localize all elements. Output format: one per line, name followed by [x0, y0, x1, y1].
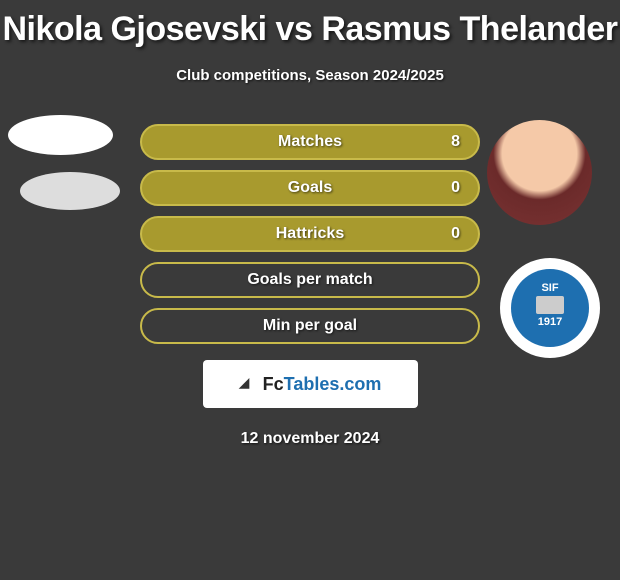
stat-value: 8 [451, 133, 460, 151]
brand-badge: FcTables.com [203, 360, 418, 408]
stat-row-gpm: Goals per match [140, 262, 480, 298]
player2-avatar [487, 120, 592, 225]
brand-pre: Fc [263, 374, 284, 394]
subtitle: Club competitions, Season 2024/2025 [0, 67, 620, 84]
stat-row-hattricks: Hattricks 0 [140, 216, 480, 252]
stat-label: Goals [288, 179, 332, 197]
page-title: Nikola Gjosevski vs Rasmus Thelander [0, 10, 620, 49]
stat-label: Matches [278, 133, 342, 151]
stat-label: Goals per match [247, 271, 372, 289]
badge-crest-icon [536, 296, 564, 314]
badge-year: 1917 [538, 316, 562, 328]
player2-club-badge: SIF 1917 [500, 258, 600, 358]
date-text: 12 november 2024 [0, 430, 620, 448]
stat-value: 0 [451, 179, 460, 197]
stat-label: Min per goal [263, 317, 357, 335]
stat-label: Hattricks [276, 225, 344, 243]
stat-row-matches: Matches 8 [140, 124, 480, 160]
player1-club-placeholder [20, 172, 120, 210]
club-badge-icon: SIF 1917 [511, 269, 589, 347]
player1-avatar-placeholder [8, 115, 113, 155]
stat-row-mpg: Min per goal [140, 308, 480, 344]
stat-value: 0 [451, 225, 460, 243]
badge-top-text: SIF [541, 282, 558, 294]
brand-text: FcTables.com [263, 374, 382, 395]
brand-post: Tables.com [284, 374, 382, 394]
stat-row-goals: Goals 0 [140, 170, 480, 206]
brand-chart-icon [239, 377, 257, 391]
